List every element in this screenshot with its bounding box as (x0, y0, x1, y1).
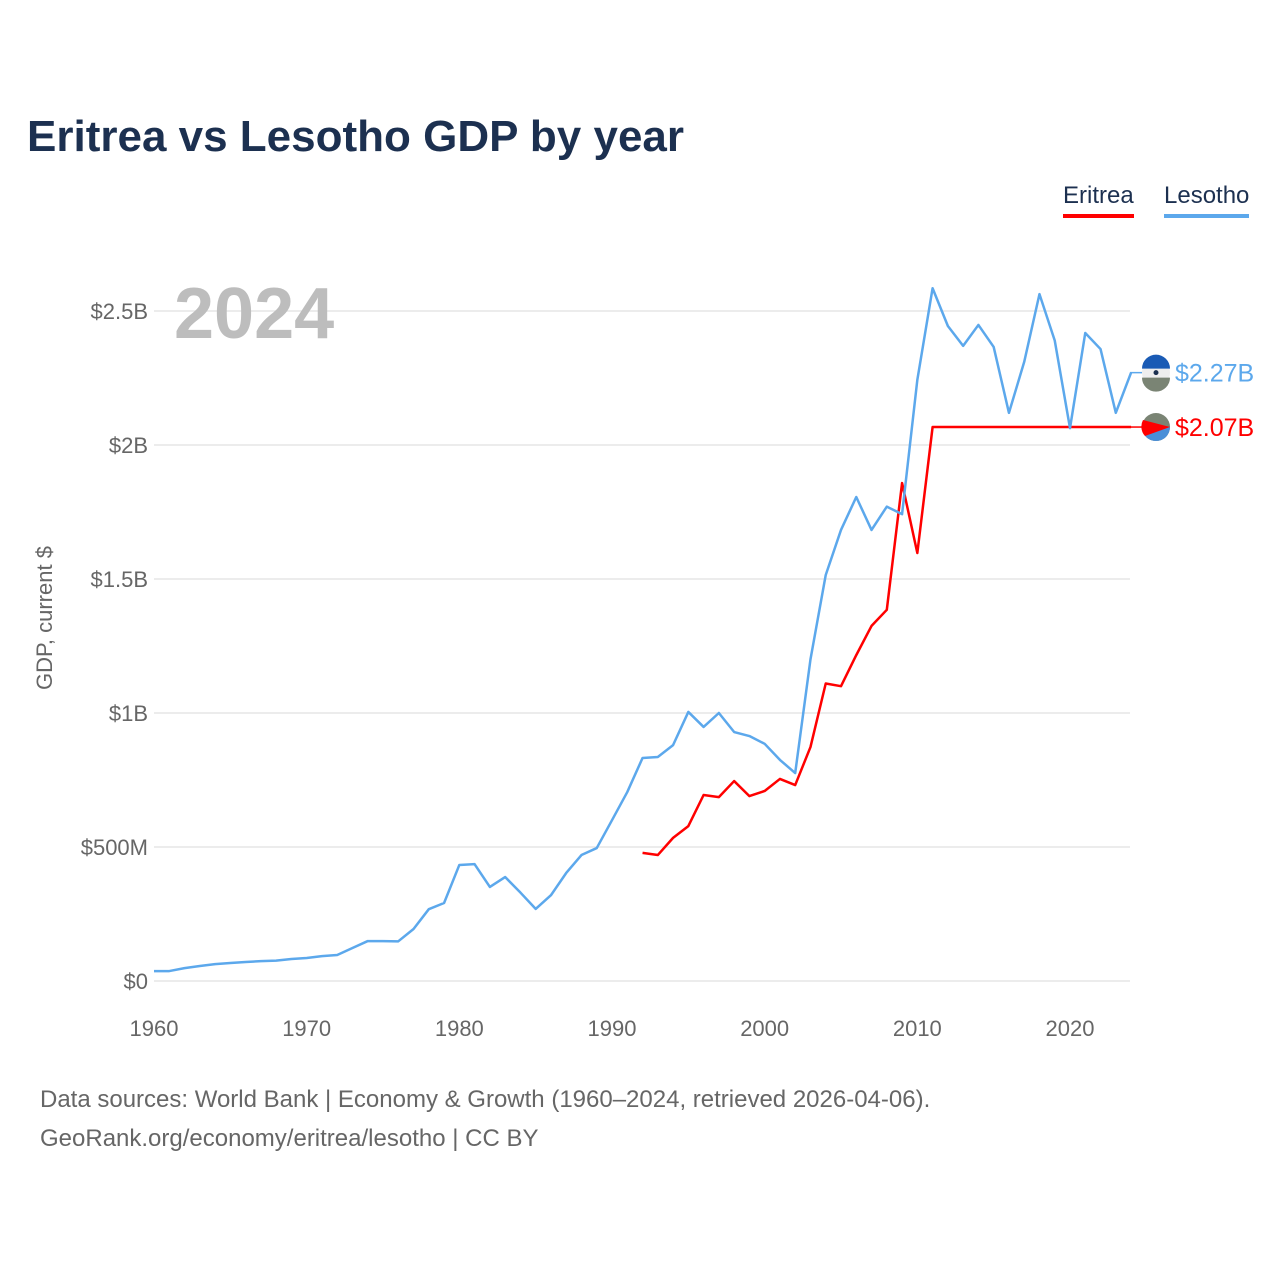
x-tick-label: 1960 (130, 1016, 179, 1041)
y-tick-label: $2B (109, 433, 148, 458)
x-tick-label: 2000 (740, 1016, 789, 1041)
x-tick-label: 1990 (588, 1016, 637, 1041)
y-tick-label: $0 (124, 969, 148, 994)
x-tick-label: 1970 (282, 1016, 331, 1041)
footer-link[interactable]: GeoRank.org/economy/eritrea/lesotho | CC… (40, 1125, 539, 1152)
legend-eritrea[interactable]: Eritrea (1063, 182, 1134, 218)
series-line-lesotho (154, 286, 1133, 973)
y-axis-label: GDP, current $ (32, 546, 57, 690)
y-tick-label: $500M (81, 835, 148, 860)
lesotho-flag-icon (1142, 354, 1170, 392)
x-tick-label: 1980 (435, 1016, 484, 1041)
year-annotation: 2024 (174, 274, 334, 354)
series-line-eritrea (642, 425, 1132, 857)
eritrea-flag-icon (1141, 413, 1170, 442)
x-tick-label: 2020 (1046, 1016, 1095, 1041)
chart-title: Eritrea vs Lesotho GDP by year (27, 112, 685, 161)
end-value-label-eritrea: $2.07B (1175, 414, 1254, 442)
x-tick-label: 2010 (893, 1016, 942, 1041)
footer-sources: Data sources: World Bank | Economy & Gro… (40, 1086, 931, 1113)
y-tick-label: $1.5B (91, 567, 149, 592)
y-tick-label: $2.5B (91, 299, 149, 324)
legend-lesotho[interactable]: Lesotho (1164, 182, 1250, 218)
end-value-label-lesotho: $2.27B (1175, 360, 1254, 388)
line-chart: $0 $500M $1B $1.5B $2B $2.5B 1960 1970 1980 1990 2… (32, 274, 1254, 1041)
y-tick-label: $1B (109, 701, 148, 726)
